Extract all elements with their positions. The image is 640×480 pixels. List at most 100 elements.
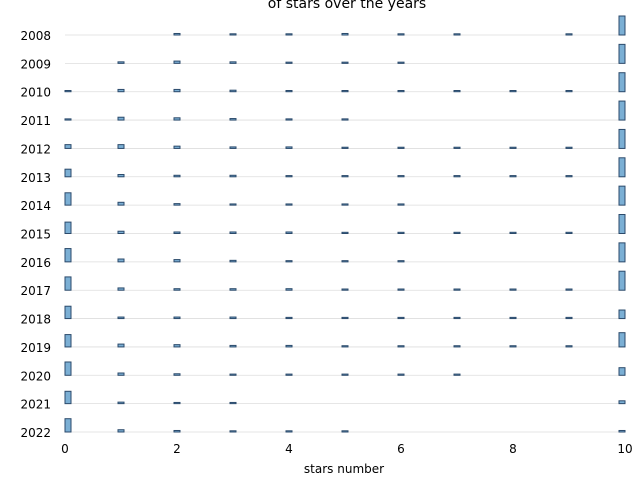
bar xyxy=(341,373,349,376)
bar xyxy=(117,61,125,64)
bar xyxy=(453,33,461,36)
y-tick-label: 2020 xyxy=(20,369,51,383)
bar xyxy=(285,61,293,64)
bar xyxy=(509,345,517,348)
bar xyxy=(509,288,517,291)
bar xyxy=(341,288,349,291)
bar xyxy=(341,430,349,433)
bar xyxy=(453,373,461,376)
bar xyxy=(173,401,181,405)
bar xyxy=(618,309,626,320)
y-tick-label: 2021 xyxy=(20,398,51,412)
bar xyxy=(397,146,405,149)
bar xyxy=(285,260,293,263)
bar xyxy=(173,145,181,149)
bar xyxy=(117,429,125,433)
bar xyxy=(509,231,517,235)
bar xyxy=(229,146,237,149)
bar xyxy=(117,316,125,320)
bar xyxy=(565,33,573,36)
bar xyxy=(117,88,125,93)
bar xyxy=(173,373,181,376)
bar xyxy=(397,90,405,93)
bar xyxy=(618,100,626,121)
bar xyxy=(397,345,405,348)
bar xyxy=(341,32,349,36)
bar xyxy=(397,61,405,64)
y-tick-label: 2015 xyxy=(20,228,51,242)
bar xyxy=(173,88,181,93)
bar xyxy=(229,231,237,234)
x-tick-label: 10 xyxy=(617,442,632,456)
bar xyxy=(341,345,349,348)
bar xyxy=(285,90,293,93)
bar xyxy=(565,90,573,93)
bar xyxy=(565,175,573,178)
chart-title: of stars over the years xyxy=(268,0,426,12)
bar xyxy=(173,174,181,178)
y-tick-label: 2014 xyxy=(20,199,51,213)
bar xyxy=(117,144,125,149)
bar xyxy=(117,372,125,376)
bar xyxy=(618,429,626,433)
bar xyxy=(229,118,237,121)
bar xyxy=(173,60,181,64)
bar xyxy=(397,175,405,178)
bar xyxy=(618,128,626,149)
x-axis-title: stars number xyxy=(304,462,384,476)
bar xyxy=(618,72,626,93)
bar xyxy=(229,288,237,291)
bar xyxy=(397,231,405,235)
bar xyxy=(341,231,349,235)
bar xyxy=(229,373,237,376)
bar xyxy=(285,430,293,433)
bar xyxy=(397,316,405,320)
bar xyxy=(397,373,405,376)
bar xyxy=(64,418,72,433)
bar xyxy=(229,430,237,433)
bar xyxy=(285,231,293,234)
bar xyxy=(64,334,72,348)
bar xyxy=(397,33,405,36)
bar xyxy=(509,146,517,149)
bar xyxy=(341,203,349,206)
bar xyxy=(173,429,181,433)
bar xyxy=(229,203,237,206)
bar xyxy=(117,343,125,348)
bar xyxy=(229,89,237,93)
bar xyxy=(285,146,293,149)
bar xyxy=(117,116,125,121)
bar xyxy=(453,90,461,93)
bar xyxy=(341,146,349,149)
x-tick-label: 0 xyxy=(61,442,69,456)
bar xyxy=(509,316,517,320)
bar xyxy=(64,276,72,291)
bar xyxy=(397,260,405,263)
bar xyxy=(618,242,626,263)
bar xyxy=(64,221,72,235)
bar xyxy=(229,33,237,36)
bar xyxy=(565,316,573,320)
y-tick-label: 2012 xyxy=(20,142,51,156)
bars-group xyxy=(64,15,626,433)
y-tick-label: 2022 xyxy=(20,426,51,440)
bar xyxy=(618,400,626,405)
bar xyxy=(229,401,237,405)
bar xyxy=(229,344,237,348)
bar xyxy=(229,61,237,64)
bar xyxy=(341,260,349,263)
bar xyxy=(64,168,72,178)
y-tick-label: 2017 xyxy=(20,284,51,298)
bar xyxy=(285,288,293,291)
bar xyxy=(285,33,293,36)
y-tick-labels: 2008 2009 2010 2011 2012 2013 2014 2015 2016 2017… xyxy=(20,29,51,440)
bar xyxy=(618,157,626,178)
y-tick-label: 2010 xyxy=(20,86,51,100)
bar xyxy=(453,345,461,348)
bar xyxy=(453,146,461,149)
bar xyxy=(173,117,181,121)
bar xyxy=(173,231,181,234)
bar xyxy=(285,203,293,206)
bar xyxy=(64,390,72,405)
